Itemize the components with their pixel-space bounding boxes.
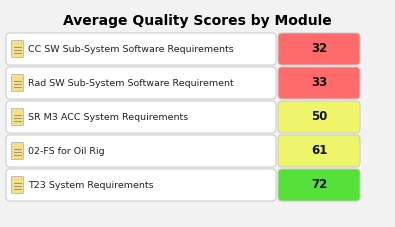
Text: 72: 72 <box>311 178 327 192</box>
FancyBboxPatch shape <box>278 169 360 201</box>
FancyBboxPatch shape <box>11 74 23 91</box>
Text: Average Quality Scores by Module: Average Quality Scores by Module <box>63 14 332 28</box>
FancyBboxPatch shape <box>278 135 360 167</box>
FancyBboxPatch shape <box>278 33 360 65</box>
FancyBboxPatch shape <box>278 67 360 99</box>
FancyBboxPatch shape <box>6 67 276 99</box>
FancyBboxPatch shape <box>11 177 23 193</box>
Text: CC SW Sub-System Software Requirements: CC SW Sub-System Software Requirements <box>28 44 234 54</box>
FancyBboxPatch shape <box>11 143 23 160</box>
FancyBboxPatch shape <box>6 101 276 133</box>
Text: 61: 61 <box>311 145 327 158</box>
FancyBboxPatch shape <box>11 109 23 126</box>
Text: T23 System Requirements: T23 System Requirements <box>28 180 154 190</box>
FancyBboxPatch shape <box>6 169 276 201</box>
Text: 33: 33 <box>311 76 327 89</box>
Text: 02-FS for Oil Rig: 02-FS for Oil Rig <box>28 146 105 155</box>
Text: 32: 32 <box>311 42 327 55</box>
Text: SR M3 ACC System Requirements: SR M3 ACC System Requirements <box>28 113 188 121</box>
FancyBboxPatch shape <box>6 135 276 167</box>
Text: 50: 50 <box>311 111 327 123</box>
Text: Rad SW Sub-System Software Requirement: Rad SW Sub-System Software Requirement <box>28 79 234 87</box>
FancyBboxPatch shape <box>11 40 23 57</box>
FancyBboxPatch shape <box>6 33 276 65</box>
FancyBboxPatch shape <box>278 101 360 133</box>
